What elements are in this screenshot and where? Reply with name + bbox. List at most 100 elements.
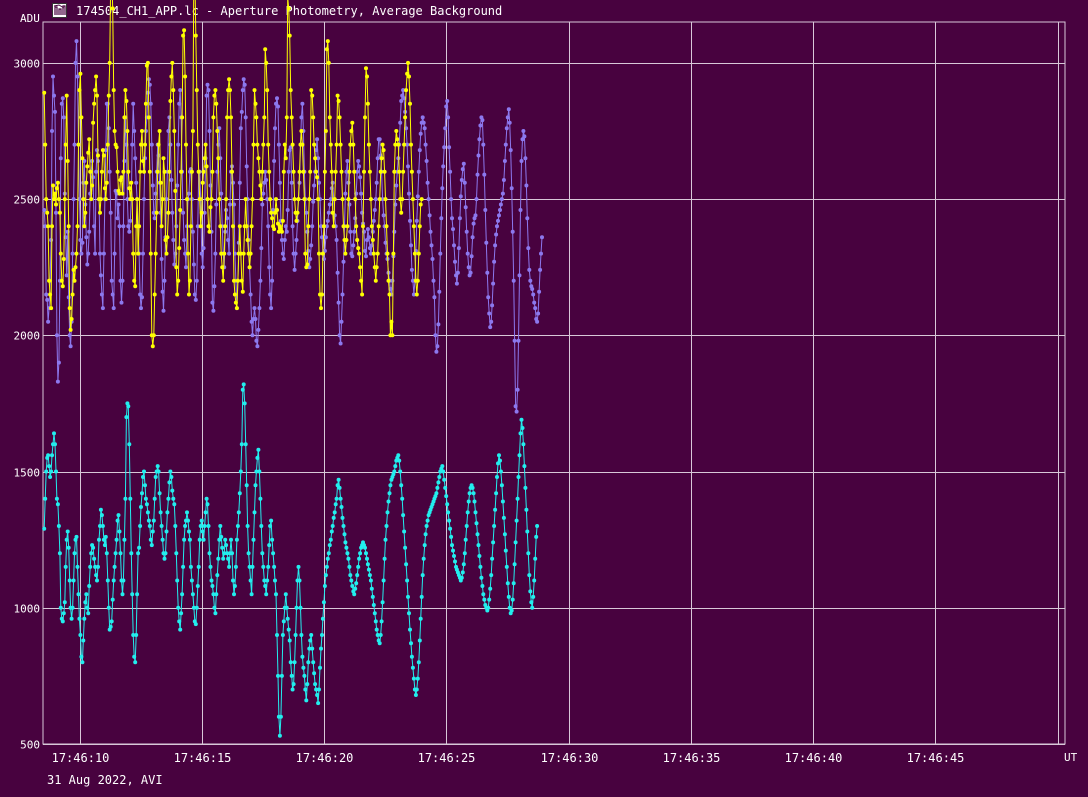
data-point-series-2: [391, 251, 396, 256]
data-point-series-1: [261, 191, 266, 196]
data-point-series-1: [359, 191, 364, 196]
data-point-series-1: [281, 257, 286, 261]
data-point-series-2: [70, 292, 75, 297]
series-line-1: [43, 41, 543, 412]
data-point-series-2: [402, 142, 407, 147]
data-point-series-2: [125, 129, 130, 133]
data-point-series-2: [302, 197, 307, 202]
data-point-series-2: [86, 150, 91, 155]
data-point-series-3: [286, 627, 291, 632]
data-point-series-2: [265, 88, 270, 93]
data-point-series-1: [324, 224, 329, 229]
data-point-series-1: [469, 254, 474, 259]
data-point-series-1: [219, 191, 224, 196]
data-point-series-2: [264, 60, 269, 65]
data-point-series-1: [442, 145, 447, 150]
data-point-series-2: [207, 229, 212, 234]
data-point-series-3: [320, 616, 325, 621]
light-curve-app-icon[interactable]: [52, 3, 67, 18]
data-point-series-3: [306, 660, 311, 665]
data-point-series-1: [459, 178, 464, 182]
data-point-series-2: [408, 101, 412, 106]
data-point-series-3: [86, 611, 91, 616]
data-point-series-3: [283, 592, 288, 597]
data-point-series-3: [102, 543, 107, 548]
data-point-series-1: [366, 235, 371, 240]
data-point-series-2: [360, 292, 365, 297]
data-point-series-1: [452, 243, 456, 248]
data-point-series-2: [340, 197, 345, 202]
data-point-series-2: [228, 88, 232, 93]
data-point-series-3: [416, 660, 421, 665]
data-point-series-1: [304, 210, 309, 215]
data-point-series-3: [210, 584, 215, 588]
data-point-series-2: [99, 169, 104, 174]
data-point-series-2: [195, 142, 200, 147]
data-point-series-2: [49, 306, 54, 311]
data-point-series-1: [77, 197, 82, 202]
data-point-series-2: [96, 153, 100, 158]
data-point-series-3: [520, 426, 525, 430]
data-point-series-3: [274, 592, 278, 597]
data-point-series-1: [300, 101, 305, 106]
data-point-series-1: [202, 210, 207, 215]
data-point-series-3: [461, 562, 466, 567]
data-point-series-2: [163, 238, 168, 242]
data-point-series-2: [219, 251, 224, 256]
data-point-series-3: [403, 545, 408, 550]
data-point-series-2: [203, 142, 208, 147]
data-point-series-2: [196, 169, 201, 174]
data-point-series-2: [291, 169, 296, 174]
data-point-series-1: [49, 238, 54, 242]
data-point-series-1: [344, 169, 349, 174]
data-point-series-2: [175, 292, 180, 297]
data-point-series-1: [103, 148, 108, 153]
data-point-series-2: [78, 71, 83, 76]
data-point-series-3: [63, 564, 68, 569]
data-point-series-3: [261, 564, 266, 569]
data-point-series-3: [187, 529, 191, 534]
data-point-series-1: [487, 311, 492, 316]
data-point-series-2: [183, 74, 188, 79]
data-point-series-1: [518, 208, 523, 212]
data-point-series-2: [123, 88, 128, 93]
data-point-series-1: [368, 251, 373, 256]
data-point-series-1: [371, 218, 376, 223]
data-point-series-3: [191, 605, 196, 610]
data-point-series-2: [251, 142, 256, 147]
data-point-series-1: [72, 142, 77, 147]
data-point-series-3: [98, 524, 102, 528]
data-point-series-3: [134, 633, 139, 637]
data-point-series-3: [60, 619, 65, 624]
data-point-series-3: [136, 551, 141, 556]
data-point-series-3: [502, 532, 507, 537]
data-point-series-1: [100, 306, 105, 311]
data-point-series-1: [42, 208, 47, 212]
y-tick-label: 1000: [14, 603, 41, 616]
data-point-series-1: [199, 251, 204, 256]
data-point-series-2: [266, 142, 271, 147]
data-point-series-3: [158, 510, 163, 515]
data-point-series-2: [368, 197, 373, 202]
data-point-series-3: [117, 529, 122, 534]
data-point-series-3: [442, 477, 447, 482]
data-point-series-1: [285, 208, 290, 212]
data-point-series-2: [327, 115, 332, 120]
data-point-series-1: [341, 259, 346, 264]
data-point-series-3: [203, 510, 208, 515]
data-point-series-3: [285, 616, 290, 621]
data-point-series-3: [80, 660, 85, 665]
data-point-series-3: [343, 540, 348, 545]
data-point-series-3: [328, 537, 333, 542]
data-point-series-2: [121, 169, 126, 174]
data-point-series-1: [346, 180, 351, 185]
data-point-series-1: [445, 99, 450, 103]
data-point-series-3: [88, 564, 93, 569]
data-point-series-1: [497, 213, 501, 218]
data-point-series-3: [164, 529, 169, 534]
data-point-series-2: [359, 278, 364, 283]
data-point-series-3: [44, 469, 49, 474]
data-point-series-3: [372, 611, 377, 616]
data-point-series-3: [289, 673, 294, 678]
data-point-series-2: [122, 115, 127, 120]
